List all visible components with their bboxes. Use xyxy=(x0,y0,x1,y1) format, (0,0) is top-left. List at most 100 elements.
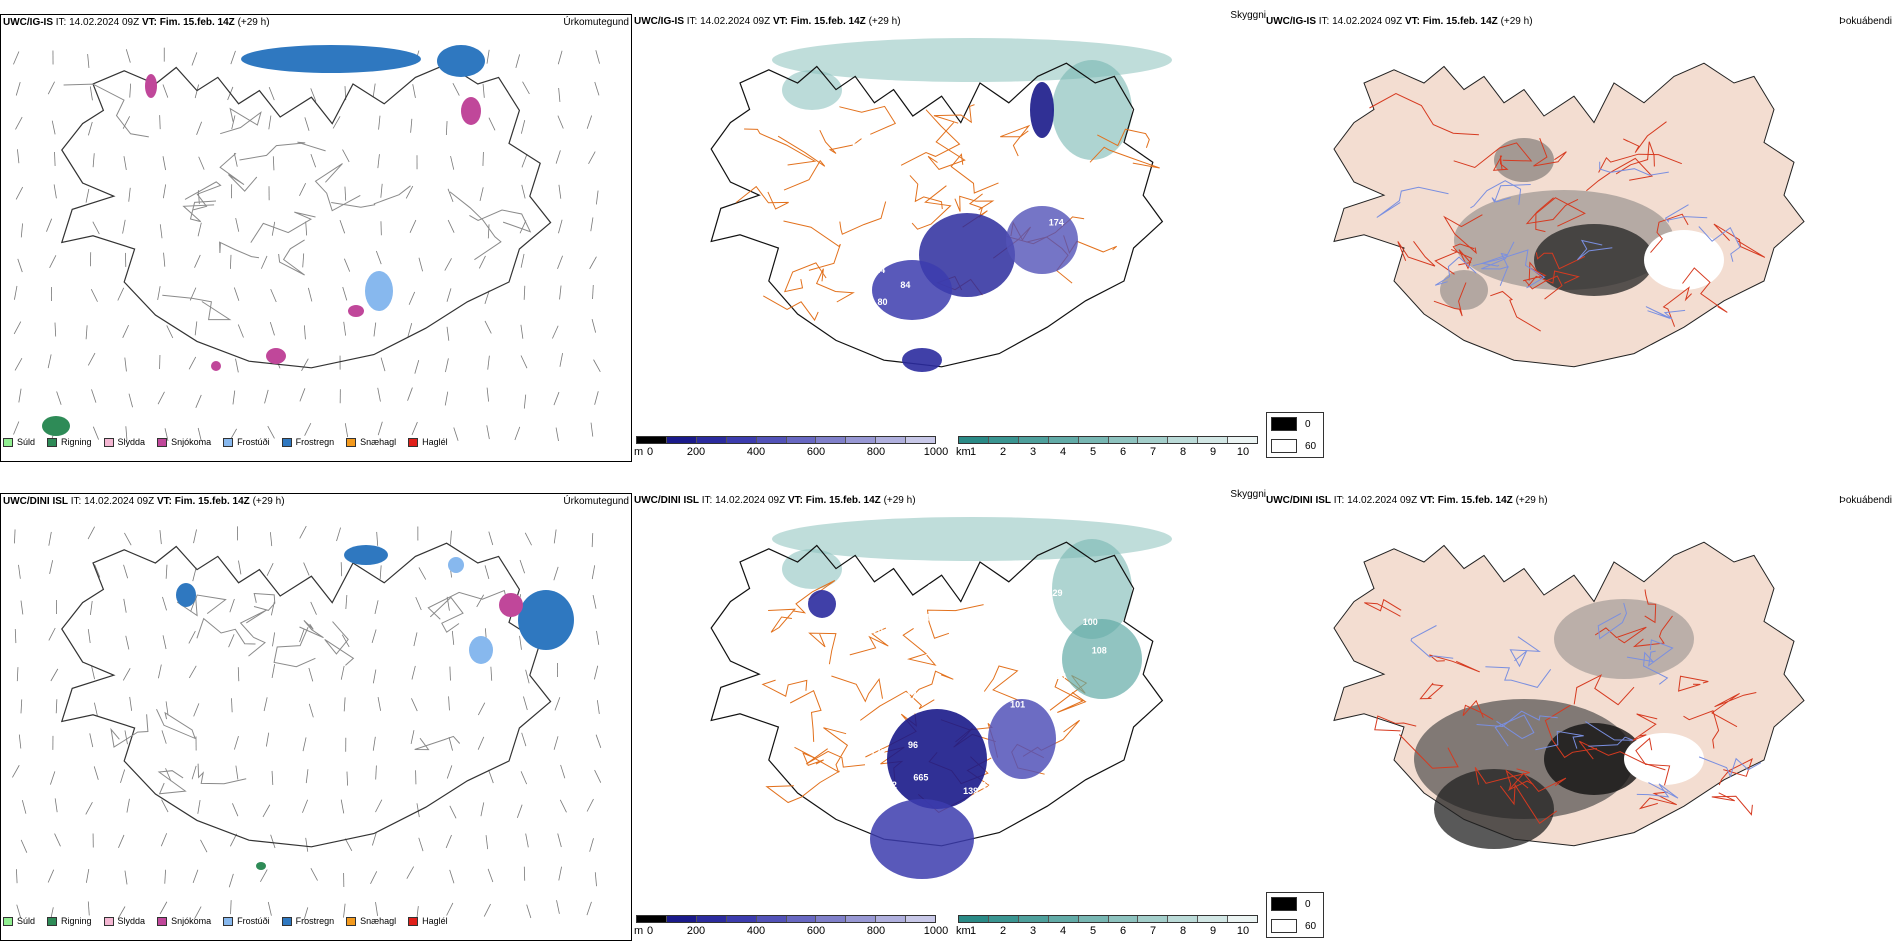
wind-barb xyxy=(418,837,424,852)
road xyxy=(1682,267,1728,313)
wind-barb xyxy=(302,253,305,268)
data-blob xyxy=(461,97,481,125)
fog-legend-swatch xyxy=(1271,919,1297,933)
road xyxy=(1429,654,1480,673)
visibility-scale xyxy=(958,436,1258,444)
scale-tick-label: 0 xyxy=(646,925,654,937)
wind-barb xyxy=(235,358,239,373)
wind-barb xyxy=(340,665,345,680)
wind-barb xyxy=(128,393,133,408)
scale-step xyxy=(1048,437,1079,443)
coastline xyxy=(60,542,552,848)
wind-barb xyxy=(594,665,599,680)
wind-barb xyxy=(339,219,346,234)
data-blob xyxy=(1030,82,1054,138)
panel-header: UWC/IG-IS IT: 14.02.2024 09Z VT: Fim. 15… xyxy=(634,14,1272,30)
wind-barb xyxy=(373,322,377,337)
wind-barb xyxy=(526,904,532,919)
init-time: IT: 14.02.2024 09Z xyxy=(701,495,786,506)
wind-barb xyxy=(380,357,386,372)
river xyxy=(1585,721,1634,747)
scale-step xyxy=(1078,437,1109,443)
wind-barb xyxy=(123,564,129,579)
scale-step xyxy=(726,916,757,922)
precip-type-panel-row1: UWC/IG-IS IT: 14.02.2024 09Z VT: Fim. 15… xyxy=(0,14,632,462)
visibility-value-label: 84 xyxy=(900,280,910,290)
visibility-value-label: 665 xyxy=(913,772,928,782)
wind-barb xyxy=(122,668,131,681)
road xyxy=(839,201,887,235)
wind-barb xyxy=(524,532,532,546)
data-blob xyxy=(1534,224,1654,296)
road xyxy=(1097,128,1150,148)
wind-barb xyxy=(123,156,127,171)
data-blob xyxy=(42,416,70,436)
wind-barb xyxy=(477,736,485,750)
road xyxy=(789,689,822,742)
scale-step xyxy=(816,437,847,443)
road xyxy=(197,763,247,785)
wind-barb xyxy=(94,702,98,717)
wind-barb xyxy=(379,565,382,580)
wind-barb xyxy=(87,53,90,69)
wind-barb xyxy=(591,565,596,580)
data-blob xyxy=(1440,270,1488,310)
river xyxy=(1664,204,1708,223)
visibility-value-label: 139 xyxy=(963,786,978,796)
wind-barb xyxy=(166,325,174,339)
river xyxy=(1577,239,1613,261)
wind-barb xyxy=(195,394,202,408)
ceiling-scale xyxy=(636,915,936,923)
river xyxy=(1434,256,1477,286)
wind-barb xyxy=(14,285,18,300)
visibility-value-label: 419 xyxy=(1104,790,1119,800)
wind-barb xyxy=(480,802,485,817)
wind-barb xyxy=(589,838,594,852)
init-time: IT: 14.02.2024 09Z xyxy=(55,17,140,28)
wind-barb xyxy=(17,258,23,273)
wind-barb xyxy=(594,391,599,405)
wind-barb xyxy=(188,665,197,679)
road xyxy=(1623,121,1667,153)
wind-barb xyxy=(16,667,19,682)
wind-barb xyxy=(21,800,27,814)
river xyxy=(1626,651,1669,685)
road xyxy=(1598,153,1682,173)
legend-swatch xyxy=(223,437,234,447)
wind-barb xyxy=(197,799,201,814)
wind-barb xyxy=(525,833,529,848)
scale-tick-label: 1000 xyxy=(923,925,949,937)
wind-barb xyxy=(595,734,602,748)
wind-barb xyxy=(448,736,453,751)
wind-barb xyxy=(263,697,268,712)
wind-barb xyxy=(301,358,309,372)
road xyxy=(768,608,797,633)
road xyxy=(176,594,227,617)
road xyxy=(250,211,316,243)
wind-barb xyxy=(305,837,309,852)
wind-barb xyxy=(229,833,238,847)
data-blob xyxy=(1434,769,1554,849)
visibility-value-label: 935 xyxy=(854,584,869,594)
road xyxy=(1434,243,1475,275)
visibility-value-label: 174 xyxy=(1049,218,1064,228)
wind-barb xyxy=(410,118,413,133)
scale-step xyxy=(696,916,727,922)
panel-title: Þokuábendi xyxy=(1839,16,1892,27)
visibility-value-label: 131 xyxy=(1056,780,1071,790)
wind-barb xyxy=(446,765,453,779)
scale-ticks: 1 2 3 4 5 6 7 8 9 10 xyxy=(958,446,1258,460)
visibility-value-label: 48 xyxy=(870,607,880,617)
road xyxy=(253,592,276,611)
wind-barb xyxy=(342,149,350,163)
wind-barb xyxy=(299,628,305,643)
data-blob xyxy=(348,305,364,317)
wind-barb xyxy=(271,221,276,236)
wind-barb xyxy=(47,354,52,369)
wind-barb xyxy=(591,533,594,548)
wind-barb xyxy=(14,529,16,544)
wind-barb xyxy=(302,799,308,813)
wind-barb xyxy=(555,150,561,164)
scale-tick-label: 9 xyxy=(1209,446,1217,458)
visibility-panel-row2: UWC/DINI ISL IT: 14.02.2024 09Z VT: Fim.… xyxy=(632,489,1272,941)
